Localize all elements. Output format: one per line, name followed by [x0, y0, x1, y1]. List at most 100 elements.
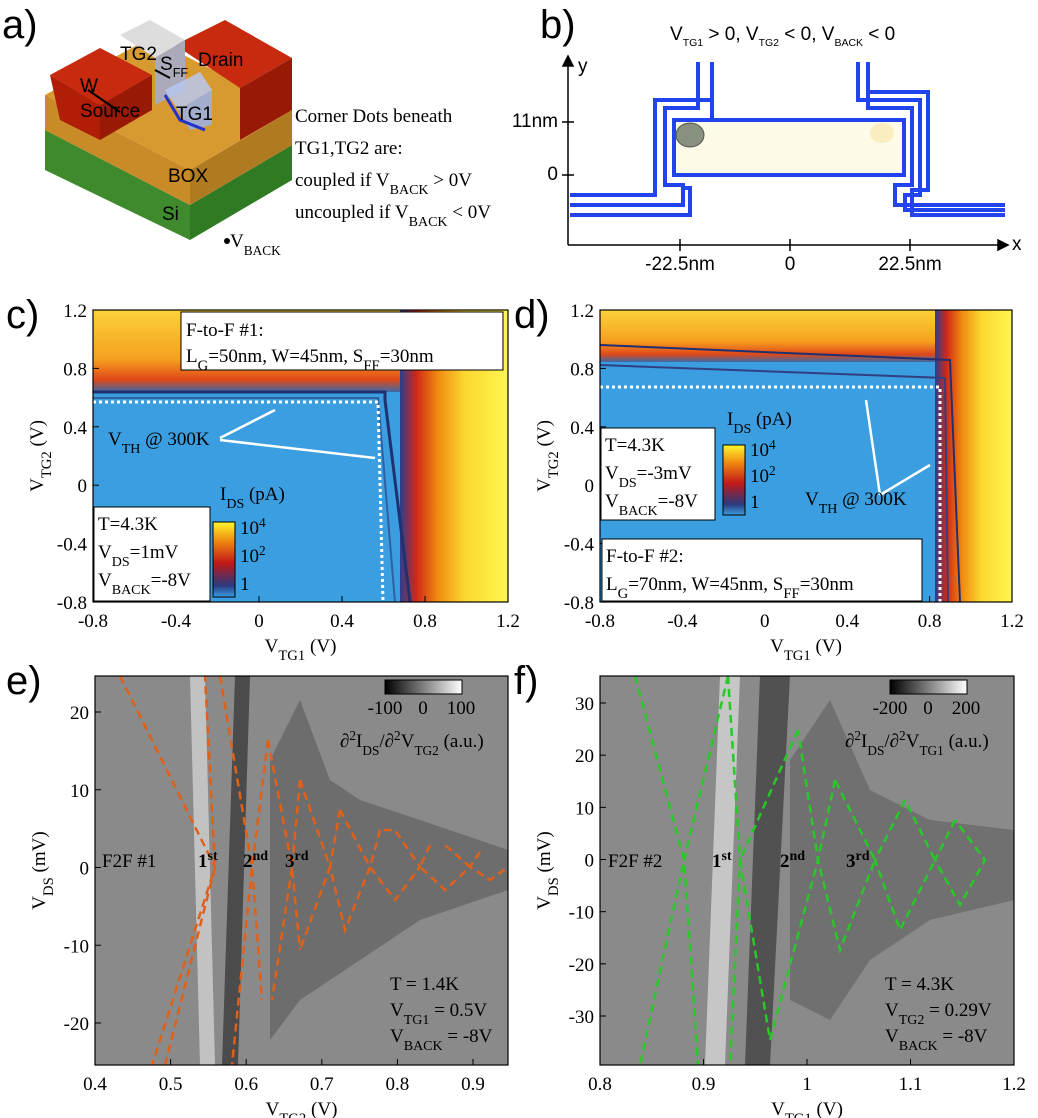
condition: VDS=1mV	[98, 542, 179, 570]
device-note: LG=50nm, W=45nm, SFF=30nm	[186, 346, 434, 374]
sample-label: F2F #1	[102, 851, 156, 872]
y-axis-label: VDS (mV)	[29, 831, 57, 909]
x-tick-label: 0.8	[588, 1074, 612, 1095]
text-run: = 0.5V	[429, 1000, 487, 1021]
text-run: TG2	[279, 1111, 306, 1118]
text-run: nd	[253, 849, 269, 864]
text-run: TG2	[414, 743, 438, 758]
diamond-label: 3rd	[846, 849, 870, 873]
text-run: TG1	[404, 1013, 430, 1028]
device-label: TG1	[176, 104, 213, 125]
text-run: V	[266, 1099, 280, 1118]
text-run: TH	[819, 502, 838, 517]
y-tick-label: 0.8	[63, 359, 87, 380]
condition: VBACK=-8V	[605, 491, 698, 519]
text-run: uncoupled if V	[295, 202, 409, 223]
y-tick-label: -0.4	[564, 535, 595, 556]
text-run: 4	[769, 437, 776, 452]
condition: VTG2 = 0.29V	[885, 1000, 992, 1028]
text-run: V	[885, 1000, 899, 1021]
text-run: F-to-F #2:	[606, 546, 684, 567]
condition: VTG1 = 0.5V	[390, 1000, 487, 1028]
diamond-label: 3rd	[285, 849, 309, 873]
text-run: I	[356, 731, 362, 752]
text-run: BACK	[404, 1039, 443, 1054]
y-tick-label: -0.8	[57, 593, 87, 614]
text-run: 2	[769, 463, 776, 478]
annotation-box	[93, 506, 211, 602]
condition: T=4.3K	[605, 435, 665, 456]
device-drawing	[45, 20, 292, 244]
y-tick-label: -20	[569, 955, 594, 976]
panel-label: e)	[6, 659, 42, 703]
x-tick-label: 1.2	[1000, 611, 1024, 632]
x-tick-label: 0.8	[918, 611, 942, 632]
text-run: DS	[619, 476, 637, 491]
text-run: 1	[198, 851, 208, 872]
plot-frame	[94, 675, 509, 1066]
x-tick-label: -0.4	[667, 611, 698, 632]
text-run: =1mV	[130, 542, 179, 563]
text-run: /∂	[379, 731, 394, 752]
x-tick-label: -0.8	[585, 611, 615, 632]
text-run: 100	[447, 698, 476, 719]
y-tick-label: 10	[575, 798, 594, 819]
x-axis-label: VTG1 (V)	[265, 636, 337, 664]
text-run: T=4.3K	[98, 514, 158, 535]
text-run: TH	[122, 442, 141, 457]
diamond-label: 1st	[712, 849, 732, 873]
text-run: 10	[240, 518, 259, 539]
text-run: =50nm, W=45nm, S	[208, 346, 363, 367]
condition: VBACK = -8V	[390, 1026, 493, 1054]
panel-label: f)	[514, 659, 538, 703]
text-run: 2	[243, 851, 253, 872]
condition: T = 1.4K	[390, 974, 459, 995]
y-tick-label: 0.8	[570, 359, 594, 380]
text-run: FF	[783, 586, 799, 602]
y-tick-label: -0.4	[57, 535, 88, 556]
x-tick-label: -0.8	[78, 611, 108, 632]
text-run: 10	[750, 466, 769, 487]
colorbar-tick: 102	[240, 543, 266, 568]
colorbar-title: IDS (pA)	[220, 484, 285, 512]
text-run: =-3mV	[637, 463, 692, 484]
text-run: (V)	[812, 1099, 843, 1118]
note: uncoupled if VBACK < 0V	[295, 202, 491, 230]
text-run: V	[534, 478, 555, 492]
y-tick-label: -0.8	[564, 593, 594, 614]
x-tick-label: 1.2	[496, 611, 520, 632]
y-tick-label: 0.4	[63, 418, 87, 439]
condition: VBACK = -8V	[885, 1026, 988, 1054]
colorbar-tick: 0	[418, 698, 428, 719]
text-run: L	[606, 574, 618, 595]
text-run: TG2	[899, 1013, 925, 1028]
text-run: 3	[846, 851, 856, 872]
text-run: TG2	[759, 37, 780, 49]
device-label: W	[80, 76, 98, 97]
text-run: < 0, V	[779, 24, 835, 45]
text-run: 4	[259, 515, 266, 530]
text-run: V	[605, 491, 619, 512]
text-run: (mV)	[534, 831, 555, 877]
text-run: V	[108, 429, 122, 450]
text-run: (V)	[27, 420, 48, 451]
text-run: (mV)	[29, 831, 50, 877]
plot-frame	[599, 309, 1013, 603]
text-run: (V)	[534, 420, 555, 451]
text-run: DS	[546, 877, 562, 896]
text-run: 10	[240, 546, 259, 567]
y-axis-label: VTG2 (V)	[534, 420, 562, 492]
x-axis-label: VTG2 (V)	[266, 1099, 338, 1118]
text-run: 3	[285, 851, 295, 872]
y-tick-label: 1.2	[570, 301, 594, 322]
annotation-box	[600, 427, 716, 521]
text-run: 2	[854, 728, 861, 743]
text-run: =-8V	[151, 570, 192, 591]
y-tick-label: 0.4	[570, 418, 594, 439]
stability-map	[95, 675, 509, 1066]
text-run: = -8V	[938, 1026, 988, 1047]
text-run: nd	[790, 849, 806, 864]
diamond-label: 2nd	[243, 849, 268, 873]
text-run: DS	[733, 422, 751, 437]
y-tick-label: 0	[78, 476, 88, 497]
